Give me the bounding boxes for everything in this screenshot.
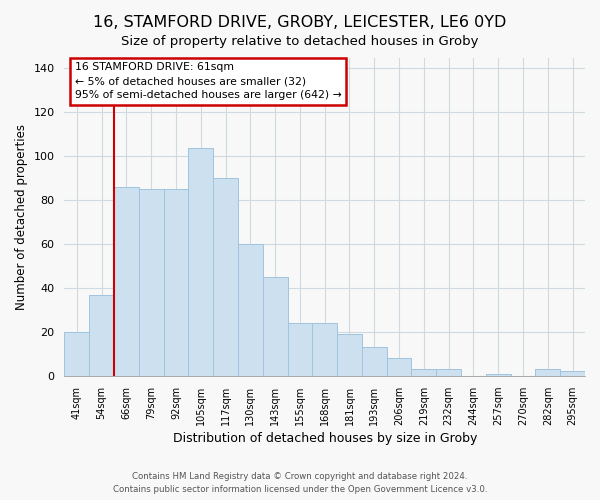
Bar bbox=[535, 369, 560, 376]
Bar bbox=[313, 323, 337, 376]
Bar bbox=[362, 348, 386, 376]
Text: Size of property relative to detached houses in Groby: Size of property relative to detached ho… bbox=[121, 35, 479, 48]
Bar bbox=[213, 178, 238, 376]
Bar bbox=[89, 294, 114, 376]
Bar bbox=[188, 148, 213, 376]
Bar bbox=[287, 323, 313, 376]
Text: 16 STAMFORD DRIVE: 61sqm
← 5% of detached houses are smaller (32)
95% of semi-de: 16 STAMFORD DRIVE: 61sqm ← 5% of detache… bbox=[75, 62, 341, 100]
Bar bbox=[139, 189, 164, 376]
Bar bbox=[164, 189, 188, 376]
X-axis label: Distribution of detached houses by size in Groby: Distribution of detached houses by size … bbox=[173, 432, 477, 445]
Bar bbox=[386, 358, 412, 376]
Text: Contains HM Land Registry data © Crown copyright and database right 2024.
Contai: Contains HM Land Registry data © Crown c… bbox=[113, 472, 487, 494]
Y-axis label: Number of detached properties: Number of detached properties bbox=[15, 124, 28, 310]
Bar bbox=[412, 369, 436, 376]
Bar bbox=[263, 277, 287, 376]
Bar bbox=[64, 332, 89, 376]
Bar bbox=[114, 187, 139, 376]
Bar bbox=[486, 374, 511, 376]
Bar bbox=[337, 334, 362, 376]
Bar bbox=[560, 372, 585, 376]
Text: 16, STAMFORD DRIVE, GROBY, LEICESTER, LE6 0YD: 16, STAMFORD DRIVE, GROBY, LEICESTER, LE… bbox=[94, 15, 506, 30]
Bar bbox=[238, 244, 263, 376]
Bar bbox=[436, 369, 461, 376]
